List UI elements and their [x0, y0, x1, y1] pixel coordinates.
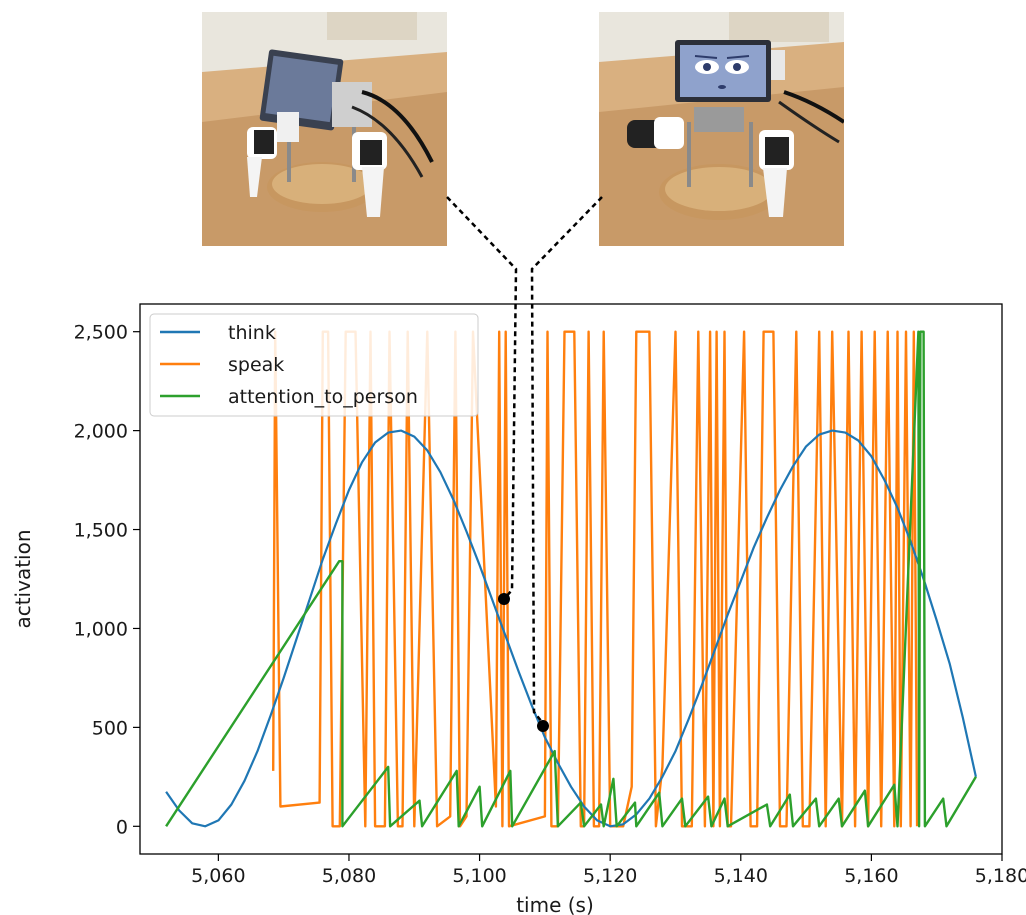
y-tick-label: 2,000 — [74, 421, 128, 443]
x-tick-label: 5,080 — [322, 865, 376, 887]
series-line-attention-to-person — [165, 330, 977, 828]
robot-photo-speaking — [599, 12, 844, 246]
legend-label-speak: speak — [228, 354, 284, 376]
callout-line-right — [530, 196, 603, 723]
x-tick-label: 5,060 — [191, 865, 245, 887]
callout-line-left — [446, 196, 518, 599]
callout-lines — [446, 196, 603, 732]
legend-label-attention: attention_to_person — [228, 386, 418, 408]
y-tick-label: 1,500 — [74, 520, 128, 542]
y-tick-label: 500 — [92, 717, 128, 739]
y-tick-label: 1,000 — [74, 618, 128, 640]
series-line-speak — [272, 330, 919, 828]
legend-box — [149, 313, 479, 417]
x-tick-label: 5,100 — [452, 865, 506, 887]
x-axis: 5,060 5,080 5,100 5,120 5,140 5,160 5,180 — [191, 854, 1026, 887]
series-line-think — [165, 429, 977, 828]
y-axis: 0 500 1,000 1,500 2,000 2,500 — [74, 322, 140, 838]
legend: think speak attention_to_person — [149, 313, 479, 417]
y-tick-label: 2,500 — [74, 322, 128, 344]
x-tick-label: 5,120 — [583, 865, 637, 887]
y-tick-label: 0 — [116, 816, 128, 838]
legend-label-think: think — [228, 322, 276, 344]
series-layer — [165, 330, 977, 828]
x-tick-label: 5,140 — [714, 865, 768, 887]
robot-photo-speaking-drawing — [599, 12, 844, 246]
x-tick-label: 5,160 — [844, 865, 898, 887]
plot-frame — [139, 303, 1003, 855]
x-tick-label: 5,180 — [975, 865, 1026, 887]
callout-marker-right — [537, 720, 549, 732]
y-axis-label: activation — [11, 529, 35, 628]
robot-photo-thinking — [202, 12, 447, 246]
callout-marker-left — [498, 593, 510, 605]
x-axis-label: time (s) — [516, 893, 594, 915]
robot-photo-thinking-drawing — [202, 12, 447, 246]
